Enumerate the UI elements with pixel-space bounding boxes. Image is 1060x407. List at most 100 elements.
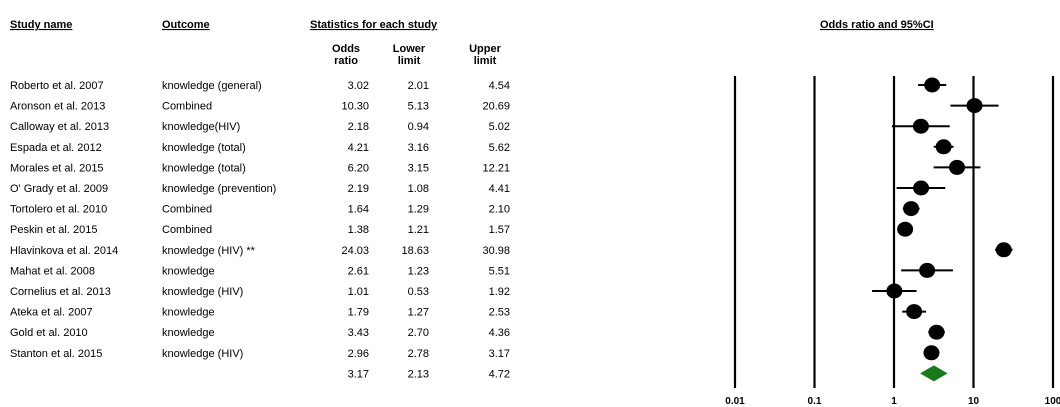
table-row: Hlavinkova et al. 2014 knowledge (HIV) **… — [10, 245, 510, 257]
odds-ratio-marker — [906, 304, 923, 320]
upper-limit-value: 3.17 — [489, 348, 510, 360]
study-name: Stanton et al. 2015 — [10, 348, 102, 360]
subheader-upper-limit: limit — [474, 55, 497, 67]
lower-limit-value: 3.15 — [408, 162, 429, 174]
study-outcome: Combined — [162, 204, 212, 216]
odds-ratio-marker — [912, 118, 929, 134]
odds-ratio-marker — [886, 283, 903, 299]
subheader-lower: Lower — [393, 43, 426, 55]
table-row: Mahat et al. 2008 knowledge 2.61 1.23 5.51 — [10, 265, 510, 277]
lower-limit-value: 1.27 — [408, 307, 429, 319]
lower-limit-value: 2.70 — [408, 327, 429, 339]
upper-limit-value: 5.62 — [489, 142, 510, 154]
study-outcome: knowledge (total) — [162, 162, 246, 174]
study-name: Ateka et al. 2007 — [10, 307, 93, 319]
summary-row: 3.17 2.13 4.72 — [348, 368, 510, 380]
lower-limit-value: 1.29 — [408, 204, 429, 216]
lower-limit-value: 3.16 — [408, 142, 429, 154]
table-rows: Roberto et al. 2007 knowledge (general) 3.… — [10, 80, 510, 380]
table-row: Ateka et al. 2007 knowledge 1.79 1.27 2.53 — [10, 307, 510, 319]
odds-ratio-value: 2.19 — [348, 183, 369, 195]
table-row: Aronson et al. 2013 Combined 10.30 5.13 20.6… — [10, 101, 510, 113]
lower-limit-value: 0.94 — [408, 121, 429, 133]
table-row: Gold et al. 2010 knowledge 3.43 2.70 4.36 — [10, 327, 510, 339]
x-tick-label: 10 — [968, 396, 980, 407]
lower-limit-value: 1.21 — [408, 224, 429, 236]
header-outcome: Outcome — [162, 19, 210, 31]
upper-limit-value: 4.41 — [489, 183, 510, 195]
study-name: Espada et al. 2012 — [10, 142, 102, 154]
study-name: O' Grady et al. 2009 — [10, 183, 108, 195]
summary-odds-ratio: 3.17 — [348, 368, 369, 380]
upper-limit-value: 2.53 — [489, 307, 510, 319]
study-name: Morales et al. 2015 — [10, 162, 104, 174]
odds-ratio-marker — [897, 221, 914, 237]
table-row: Stanton et al. 2015 knowledge (HIV) 2.96 2.… — [10, 348, 510, 360]
study-name: Cornelius et al. 2013 — [10, 286, 111, 298]
upper-limit-value: 1.57 — [489, 224, 510, 236]
study-name: Tortolero et al. 2010 — [10, 204, 107, 216]
study-outcome: Combined — [162, 101, 212, 113]
subheader-lower-limit: limit — [398, 55, 421, 67]
upper-limit-value: 4.36 — [489, 327, 510, 339]
summary-diamond — [920, 365, 948, 382]
odds-ratio-marker — [924, 77, 941, 93]
odds-ratio-value: 1.38 — [348, 224, 369, 236]
upper-limit-value: 4.54 — [489, 80, 510, 92]
odds-ratio-marker — [948, 159, 965, 175]
study-outcome: knowledge (total) — [162, 142, 246, 154]
table-row: Roberto et al. 2007 knowledge (general) 3.… — [10, 80, 510, 92]
header-plot-title: Odds ratio and 95%CI — [820, 19, 934, 31]
upper-limit-value: 5.51 — [489, 265, 510, 277]
odds-ratio-value: 1.64 — [348, 204, 369, 216]
table-row: Cornelius et al. 2013 knowledge (HIV) 1.01… — [10, 286, 510, 298]
study-name: Aronson et al. 2013 — [10, 101, 105, 113]
table-row: Tortolero et al. 2010 Combined 1.64 1.29 2.1… — [10, 204, 510, 216]
lower-limit-value: 1.23 — [408, 265, 429, 277]
x-tick-label: 0.01 — [725, 396, 745, 407]
odds-ratio-value: 3.02 — [348, 80, 369, 92]
study-outcome: knowledge (HIV) — [162, 286, 243, 298]
odds-ratio-marker — [923, 345, 940, 361]
odds-ratio-marker — [913, 180, 930, 196]
study-name: Hlavinkova et al. 2014 — [10, 245, 118, 257]
table-row: Morales et al. 2015 knowledge (total) 6.20… — [10, 162, 510, 174]
odds-ratio-value: 1.79 — [348, 307, 369, 319]
lower-limit-value: 2.01 — [408, 80, 429, 92]
lower-limit-value: 0.53 — [408, 286, 429, 298]
odds-ratio-marker — [919, 262, 936, 278]
study-outcome: knowledge(HIV) — [162, 121, 240, 133]
summary-lower-limit: 2.13 — [408, 368, 429, 380]
subheader-odds: Odds — [332, 43, 360, 55]
upper-limit-value: 5.02 — [489, 121, 510, 133]
study-outcome: knowledge — [162, 265, 215, 277]
odds-ratio-marker — [928, 324, 945, 340]
odds-ratio-marker — [935, 139, 952, 155]
odds-ratio-value: 2.96 — [348, 348, 369, 360]
upper-limit-value: 20.69 — [482, 101, 510, 113]
header-study-name: Study name — [10, 19, 72, 31]
study-outcome: Combined — [162, 224, 212, 236]
table-row: Peskin et al. 2015 Combined 1.38 1.21 1.57 — [10, 224, 510, 236]
study-outcome: knowledge (HIV) ** — [162, 245, 256, 257]
table-row: Espada et al. 2012 knowledge (total) 4.21 3… — [10, 142, 510, 154]
subheader-ratio: ratio — [334, 55, 358, 67]
x-tick-label: 100 — [1045, 396, 1060, 407]
study-name: Roberto et al. 2007 — [10, 80, 104, 92]
study-outcome: knowledge (HIV) — [162, 348, 243, 360]
study-name: Gold et al. 2010 — [10, 327, 88, 339]
odds-ratio-value: 3.43 — [348, 327, 369, 339]
table-row: O' Grady et al. 2009 knowledge (preventio… — [10, 183, 510, 195]
odds-ratio-value: 1.01 — [348, 286, 369, 298]
study-name: Peskin et al. 2015 — [10, 224, 97, 236]
study-outcome: knowledge (general) — [162, 80, 262, 92]
study-outcome: knowledge — [162, 307, 215, 319]
lower-limit-value: 1.08 — [408, 183, 429, 195]
table-row: Calloway et al. 2013 knowledge(HIV) 2.18 0.… — [10, 121, 510, 133]
study-outcome: knowledge — [162, 327, 215, 339]
odds-ratio-value: 6.20 — [348, 162, 369, 174]
odds-ratio-marker — [903, 201, 920, 217]
lower-limit-value: 18.63 — [401, 245, 429, 257]
study-name: Mahat et al. 2008 — [10, 265, 95, 277]
